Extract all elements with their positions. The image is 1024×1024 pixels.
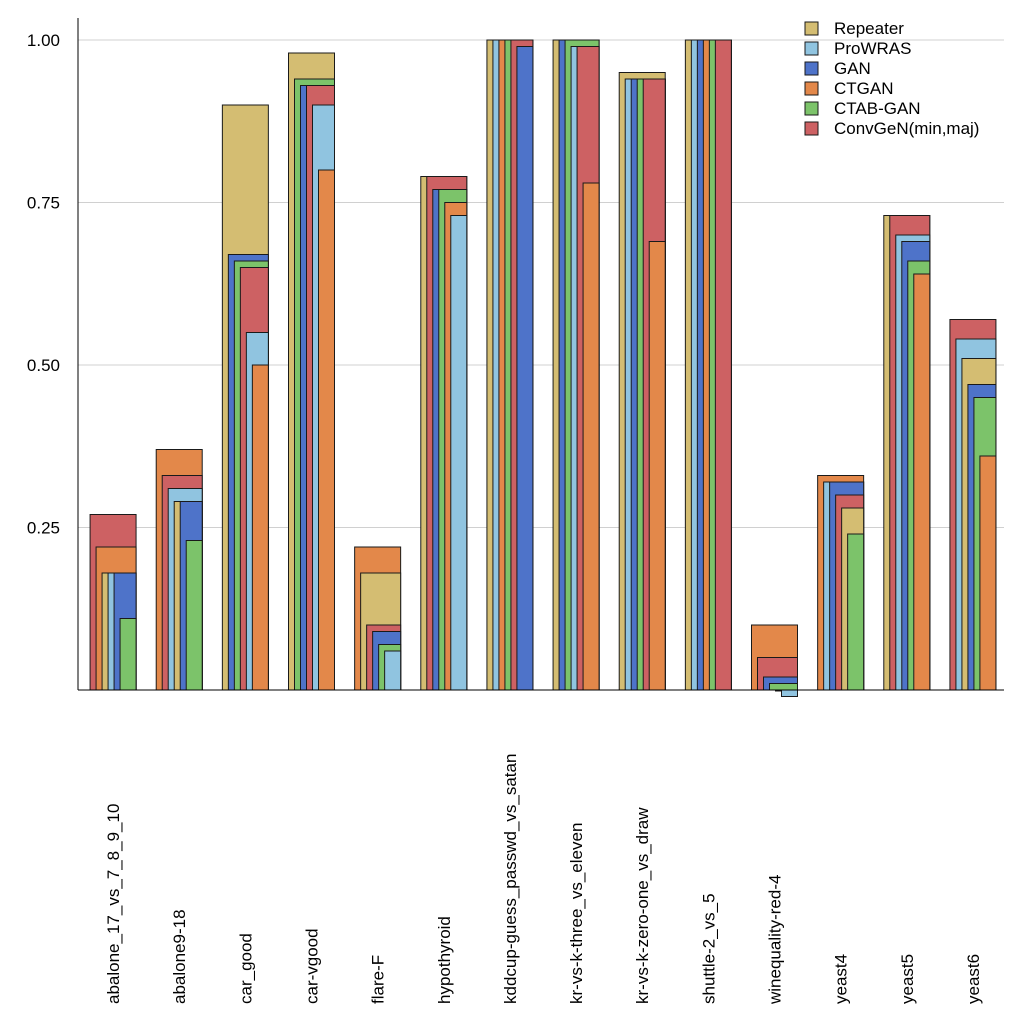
y-tick-label: 1.00: [27, 31, 60, 50]
bar-ctgan: [648, 241, 666, 691]
bar-ctab-gan: [769, 683, 798, 691]
bar-ctab-gan: [119, 618, 137, 691]
legend-swatch: [804, 81, 819, 96]
legend-label: GAN: [834, 59, 871, 78]
bar-prowras: [781, 689, 798, 697]
bar-ctab-gan: [847, 533, 865, 691]
legend: RepeaterProWRASGANCTGANCTAB-GANConvGeN(m…: [804, 19, 979, 138]
category-label: kr-vs-k-zero-one_vs_draw: [633, 807, 652, 1004]
category-label: kr-vs-k-three_vs_eleven: [567, 823, 586, 1004]
category-label: abalone9-18: [170, 909, 189, 1004]
y-tick-labels: 0.25 0.50 0.75 1.00: [27, 31, 60, 538]
legend-label: CTAB-GAN: [834, 99, 921, 118]
y-tick-label: 0.50: [27, 356, 60, 375]
legend-swatch: [804, 41, 819, 56]
bar-ctab-gan: [185, 540, 203, 691]
category-label: car_good: [236, 933, 255, 1004]
bar-prowras: [450, 215, 468, 691]
bar-ctgan: [913, 273, 931, 691]
legend-label: ConvGeN(min,maj): [834, 119, 979, 138]
category-label: kddcup-guess_passwd_vs_satan: [501, 754, 520, 1004]
bar-gan: [516, 46, 534, 691]
bar-ctgan: [979, 455, 997, 691]
legend-label: CTGAN: [834, 79, 894, 98]
axes: [77, 18, 1004, 691]
legend-label: ProWRAS: [834, 39, 911, 58]
category-label: abalone_17_vs_7_8_9_10: [104, 804, 123, 1004]
category-label: yeast4: [832, 954, 851, 1004]
legend-swatch: [804, 61, 819, 76]
legend-swatch: [804, 21, 819, 36]
legend-label: Repeater: [834, 19, 904, 38]
y-tick-label: 0.75: [27, 194, 60, 213]
category-label: flare-F: [369, 955, 388, 1004]
category-label: hypothyroid: [435, 916, 454, 1004]
bar-convgen-min-maj-: [714, 39, 732, 691]
y-tick-label: 0.25: [27, 519, 60, 538]
bar-ctgan: [251, 364, 269, 691]
category-label: shuttle-2_vs_5: [699, 893, 718, 1004]
category-labels: abalone_17_vs_7_8_9_10 abalone9-18 car_goo…: [104, 754, 983, 1005]
legend-swatch: [804, 121, 819, 136]
bar-prowras: [384, 650, 402, 691]
legend-swatch: [804, 101, 819, 116]
bar-ctgan: [318, 169, 335, 691]
bars: [89, 39, 997, 697]
category-label: yeast6: [964, 954, 983, 1004]
category-label: yeast5: [898, 954, 917, 1004]
category-label: car-vgood: [303, 928, 322, 1004]
bar-ctgan: [582, 182, 600, 691]
category-label: winequality-red-4: [766, 875, 785, 1005]
